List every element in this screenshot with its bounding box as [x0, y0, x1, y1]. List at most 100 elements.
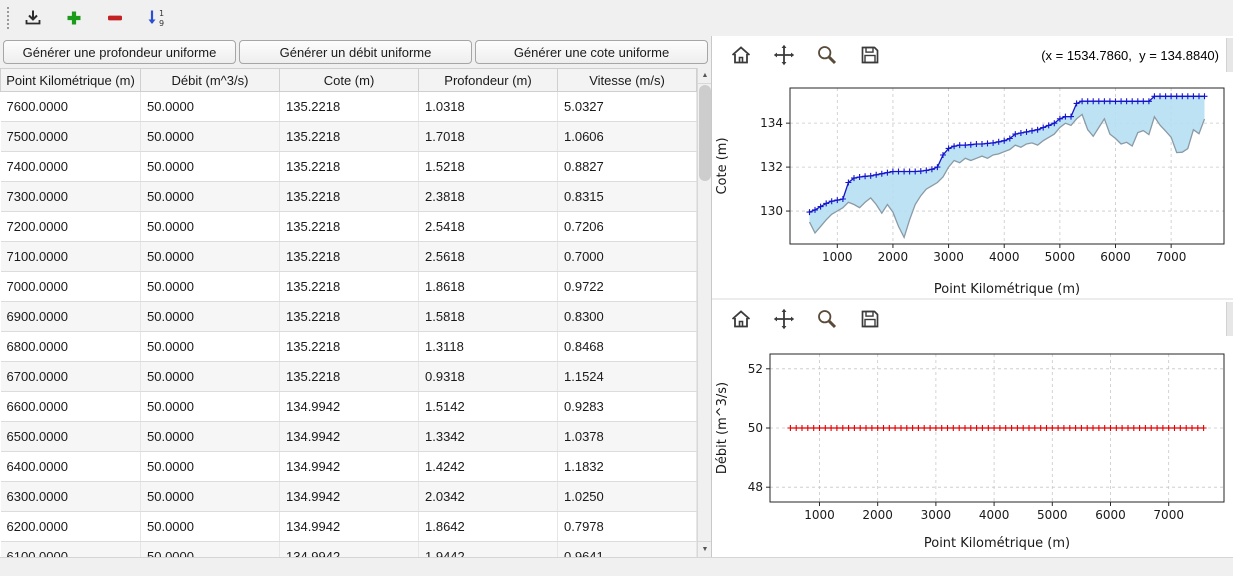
table-cell[interactable]: 2.3818 [418, 181, 558, 212]
table-cell[interactable]: 0.7000 [557, 241, 697, 272]
table-cell[interactable]: 50.0000 [140, 391, 280, 422]
table-cell[interactable]: 7600.0000 [0, 91, 141, 122]
table-cell[interactable]: 50.0000 [140, 361, 280, 392]
table-cell[interactable]: 1.5818 [418, 301, 558, 332]
table-row[interactable]: 6300.0000 50.0000 134.9942 2.0342 1.0250 [0, 481, 697, 512]
table-cell[interactable]: 50.0000 [140, 331, 280, 362]
table-cell[interactable]: 135.2218 [279, 151, 419, 182]
table-cell[interactable]: 7000.0000 [0, 271, 141, 302]
table-row[interactable]: 7000.0000 50.0000 135.2218 1.8618 0.9722 [0, 271, 697, 302]
column-header[interactable]: Point Kilométrique (m) [0, 68, 141, 92]
zoom-button[interactable] [814, 42, 840, 68]
sort-button[interactable]: 1 9 [143, 5, 169, 31]
table-cell[interactable]: 7400.0000 [0, 151, 141, 182]
table-cell[interactable]: 7100.0000 [0, 241, 141, 272]
table-cell[interactable]: 50.0000 [140, 91, 280, 122]
table-cell[interactable]: 0.7206 [557, 211, 697, 242]
table-cell[interactable]: 1.3342 [418, 421, 558, 452]
table-cell[interactable]: 0.8827 [557, 151, 697, 182]
table-cell[interactable]: 1.8618 [418, 271, 558, 302]
table-cell[interactable]: 50.0000 [140, 301, 280, 332]
table-cell[interactable]: 50.0000 [140, 511, 280, 542]
table-cell[interactable]: 6700.0000 [0, 361, 141, 392]
table-cell[interactable]: 1.1524 [557, 361, 697, 392]
table-cell[interactable]: 6100.0000 [0, 541, 141, 557]
table-row[interactable]: 6800.0000 50.0000 135.2218 1.3118 0.8468 [0, 331, 697, 362]
zoom-button[interactable] [814, 306, 840, 332]
table-cell[interactable]: 50.0000 [140, 481, 280, 512]
table-cell[interactable]: 1.0318 [418, 91, 558, 122]
table-cell[interactable]: 0.8315 [557, 181, 697, 212]
table-row[interactable]: 7300.0000 50.0000 135.2218 2.3818 0.8315 [0, 181, 697, 212]
table-cell[interactable]: 0.9283 [557, 391, 697, 422]
table-cell[interactable]: 6200.0000 [0, 511, 141, 542]
table-cell[interactable]: 6500.0000 [0, 421, 141, 452]
table-cell[interactable]: 134.9942 [279, 451, 419, 482]
table-cell[interactable]: 1.9442 [418, 541, 558, 557]
table-row[interactable]: 7600.0000 50.0000 135.2218 1.0318 5.0327 [0, 91, 697, 122]
table-cell[interactable]: 1.7018 [418, 121, 558, 152]
table-cell[interactable]: 0.9318 [418, 361, 558, 392]
table-row[interactable]: 6700.0000 50.0000 135.2218 0.9318 1.1524 [0, 361, 697, 392]
table-cell[interactable]: 135.2218 [279, 181, 419, 212]
table-cell[interactable]: 50.0000 [140, 241, 280, 272]
scroll-down-button[interactable]: ▼ [698, 541, 711, 557]
toolbar-grip[interactable] [7, 7, 9, 29]
table-cell[interactable]: 134.9942 [279, 421, 419, 452]
table-cell[interactable]: 7200.0000 [0, 211, 141, 242]
table-cell[interactable]: 50.0000 [140, 121, 280, 152]
table-cell[interactable]: 2.5418 [418, 211, 558, 242]
table-cell[interactable]: 2.0342 [418, 481, 558, 512]
table-cell[interactable]: 134.9942 [279, 391, 419, 422]
scroll-thumb[interactable] [699, 85, 711, 181]
table-cell[interactable]: 50.0000 [140, 271, 280, 302]
table-row[interactable]: 7100.0000 50.0000 135.2218 2.5618 0.7000 [0, 241, 697, 272]
table-cell[interactable]: 1.3118 [418, 331, 558, 362]
table-row[interactable]: 7200.0000 50.0000 135.2218 2.5418 0.7206 [0, 211, 697, 242]
table-cell[interactable]: 1.8642 [418, 511, 558, 542]
pan-button[interactable] [771, 306, 797, 332]
home-button[interactable] [728, 42, 754, 68]
table-scrollbar[interactable]: ▲ ▼ [697, 68, 711, 557]
table-cell[interactable]: 1.1832 [557, 451, 697, 482]
table-cell[interactable]: 50.0000 [140, 451, 280, 482]
column-header[interactable]: Profondeur (m) [418, 68, 558, 92]
table-row[interactable]: 6200.0000 50.0000 134.9942 1.8642 0.7978 [0, 511, 697, 542]
table-row[interactable]: 6100.0000 50.0000 134.9942 1.9442 0.9641 [0, 541, 697, 557]
table-cell[interactable]: 1.0606 [557, 121, 697, 152]
table-cell[interactable]: 135.2218 [279, 211, 419, 242]
table-cell[interactable]: 134.9942 [279, 511, 419, 542]
download-button[interactable] [20, 5, 46, 31]
table-cell[interactable]: 1.5142 [418, 391, 558, 422]
generate-uniform-level-button[interactable]: Générer une cote uniforme [475, 40, 708, 64]
generate-uniform-depth-button[interactable]: Générer une profondeur uniforme [3, 40, 236, 64]
table-cell[interactable]: 7300.0000 [0, 181, 141, 212]
cote-plot[interactable]: 1000 2000 3000 4000 5000 6000 7000 130 132 134 Poi… [712, 74, 1232, 298]
table-cell[interactable]: 135.2218 [279, 271, 419, 302]
table-row[interactable]: 6900.0000 50.0000 135.2218 1.5818 0.8300 [0, 301, 697, 332]
generate-uniform-flow-button[interactable]: Générer un débit uniforme [239, 40, 472, 64]
table-cell[interactable]: 1.0250 [557, 481, 697, 512]
table-cell[interactable]: 0.8468 [557, 331, 697, 362]
table-cell[interactable]: 135.2218 [279, 361, 419, 392]
table-cell[interactable]: 135.2218 [279, 301, 419, 332]
table-row[interactable]: 6500.0000 50.0000 134.9942 1.3342 1.0378 [0, 421, 697, 452]
table-cell[interactable]: 50.0000 [140, 151, 280, 182]
table-cell[interactable]: 135.2218 [279, 121, 419, 152]
table-cell[interactable]: 50.0000 [140, 541, 280, 557]
table-cell[interactable]: 5.0327 [557, 91, 697, 122]
table-cell[interactable]: 7500.0000 [0, 121, 141, 152]
table-cell[interactable]: 6400.0000 [0, 451, 141, 482]
table-row[interactable]: 7500.0000 50.0000 135.2218 1.7018 1.0606 [0, 121, 697, 152]
column-header[interactable]: Vitesse (m/s) [557, 68, 697, 92]
table-cell[interactable]: 6900.0000 [0, 301, 141, 332]
table-cell[interactable]: 50.0000 [140, 421, 280, 452]
table-row[interactable]: 7400.0000 50.0000 135.2218 1.5218 0.8827 [0, 151, 697, 182]
table-cell[interactable]: 6800.0000 [0, 331, 141, 362]
table-cell[interactable]: 50.0000 [140, 211, 280, 242]
table-cell[interactable]: 50.0000 [140, 181, 280, 212]
table-cell[interactable]: 2.5618 [418, 241, 558, 272]
table-cell[interactable]: 1.0378 [557, 421, 697, 452]
table-cell[interactable]: 134.9942 [279, 481, 419, 512]
table-cell[interactable]: 0.9641 [557, 541, 697, 557]
